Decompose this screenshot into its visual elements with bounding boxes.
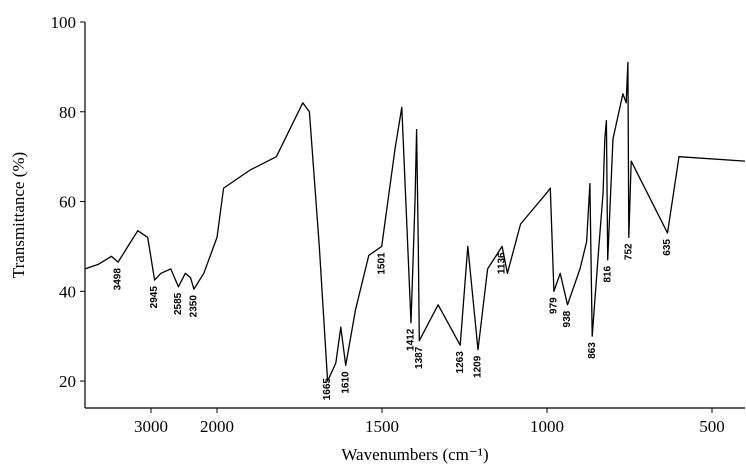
y-tick-label: 40: [59, 282, 76, 301]
peak-label: 2945: [149, 286, 160, 309]
peak-label: 752: [623, 243, 634, 260]
y-tick-label: 60: [59, 193, 76, 212]
peak-label: 979: [549, 297, 560, 314]
y-tick-label: 20: [59, 372, 76, 391]
spectrum-line: [84, 61, 746, 382]
peak-label: 1665: [322, 378, 333, 401]
peak-label: 635: [662, 239, 673, 256]
x-tick-label: 3000: [134, 417, 168, 436]
peak-label: 1209: [473, 355, 484, 378]
peak-label: 938: [562, 310, 573, 327]
peak-label: 816: [602, 265, 613, 282]
peak-label: 1501: [376, 252, 387, 275]
peak-label: 1263: [455, 351, 466, 374]
y-axis-label: Transmittance (%): [9, 152, 28, 278]
peak-label: 1136: [497, 252, 508, 274]
peak-label: 2585: [173, 292, 184, 315]
peak-label: 3498: [113, 268, 124, 291]
peak-label: 1610: [340, 371, 351, 394]
peak-label: 1387: [414, 346, 425, 369]
x-tick-label: 2000: [200, 417, 234, 436]
x-tick-label: 1000: [530, 417, 564, 436]
x-tick-label: 500: [699, 417, 725, 436]
x-tick-label: 1500: [365, 417, 399, 436]
y-tick-label: 80: [59, 103, 76, 122]
x-axis-label: Wavenumbers (cm⁻¹): [341, 445, 488, 464]
peak-label: 863: [587, 342, 598, 359]
peak-label: 2350: [189, 295, 200, 318]
peak-label: 1412: [406, 328, 417, 351]
y-tick-label: 100: [51, 13, 77, 32]
